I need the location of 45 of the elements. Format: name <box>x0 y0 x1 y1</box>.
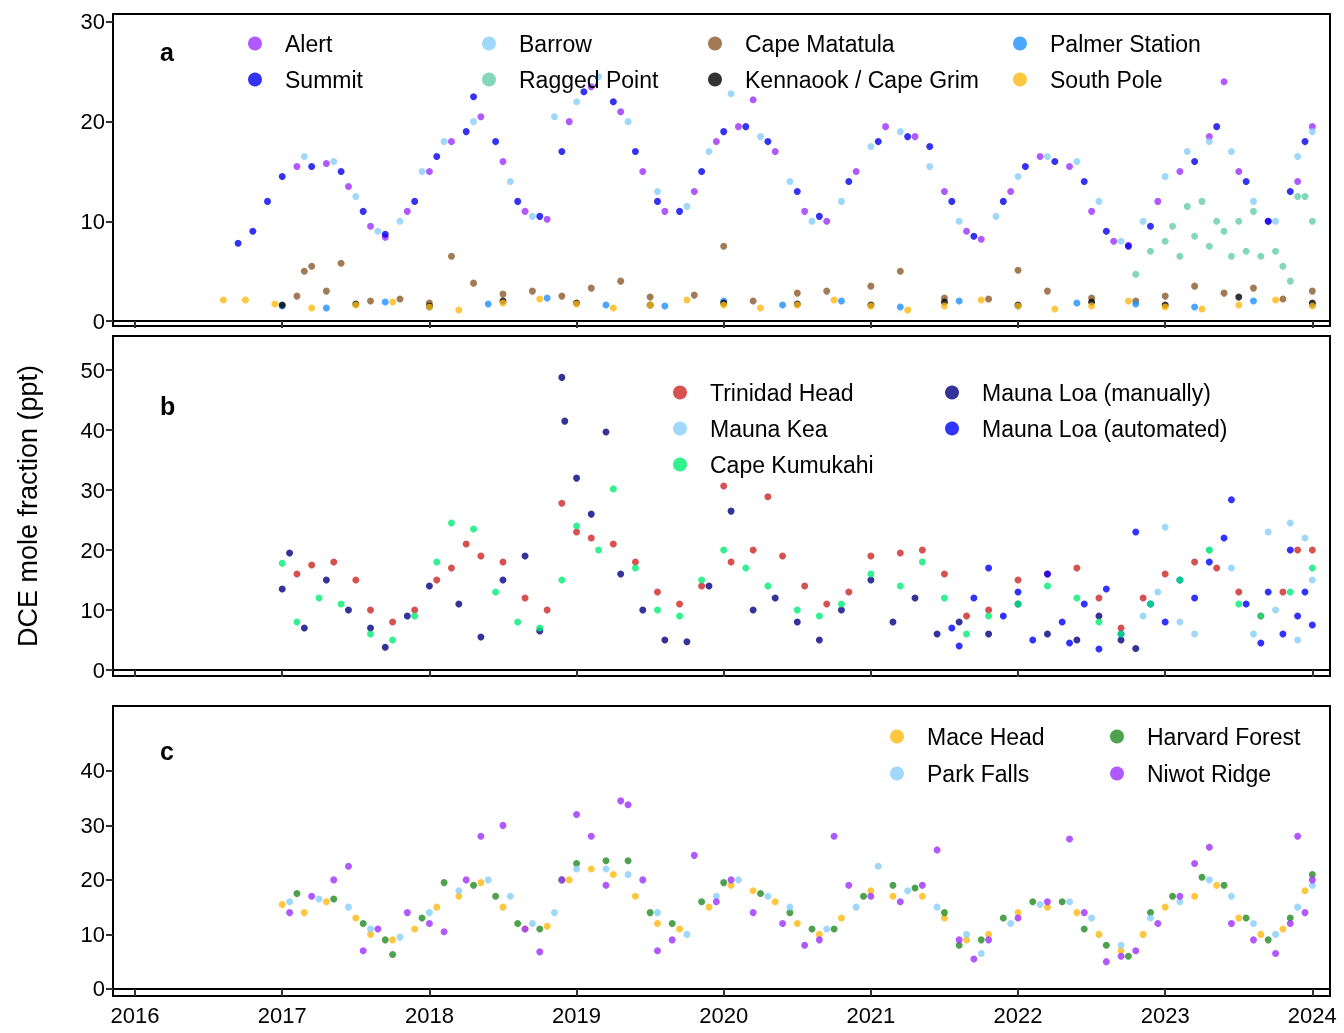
legend-label: Trinidad Head <box>710 379 854 406</box>
y-tick-label: 30 <box>80 477 105 503</box>
legend-label: Harvard Forest <box>1147 723 1301 750</box>
y-tick-label: 10 <box>80 921 105 947</box>
legend-label: Park Falls <box>927 760 1030 787</box>
x-tick-label: 2023 <box>1140 1002 1190 1028</box>
legend-label: Cape Kumukahi <box>710 451 874 478</box>
legend-label: Cape Matatula <box>745 30 895 57</box>
x-tick-label: 2017 <box>257 1002 307 1028</box>
legend-label: South Pole <box>1050 66 1163 93</box>
x-tick-label: 2024 <box>1287 1002 1337 1028</box>
legend-label: Niwot Ridge <box>1147 760 1271 787</box>
y-tick-label: 0 <box>92 657 105 683</box>
y-tick-label: 20 <box>80 109 105 135</box>
legend-label: Mauna Loa (manually) <box>982 379 1211 406</box>
x-tick-label: 2020 <box>699 1002 749 1028</box>
text: c <box>160 736 174 765</box>
y-tick-label: 30 <box>80 812 105 838</box>
legend-label: Mauna Kea <box>710 415 828 442</box>
legend-label: Ragged Point <box>519 66 659 93</box>
legend-label: Alert <box>285 30 333 57</box>
legend-label: Summit <box>285 66 364 93</box>
y-tick-label: 30 <box>80 9 105 35</box>
x-tick-label: 2016 <box>110 1002 160 1028</box>
y-tick-label: 10 <box>80 208 105 234</box>
y-tick-label: 50 <box>80 357 105 383</box>
legend-label: Barrow <box>519 30 593 57</box>
x-tick-label: 2022 <box>993 1002 1043 1028</box>
x-tick-label: 2019 <box>552 1002 602 1028</box>
y-tick-label: 10 <box>80 597 105 623</box>
x-tick-label: 2021 <box>846 1002 896 1028</box>
y-tick-label: 0 <box>92 308 105 334</box>
y-tick-label: 20 <box>80 867 105 893</box>
x-tick-label: 2018 <box>404 1002 454 1028</box>
legend-label: Kennaook / Cape Grim <box>745 66 979 93</box>
legend-label: Mace Head <box>927 723 1045 750</box>
text: b <box>160 391 176 420</box>
legend-label: Palmer Station <box>1050 30 1201 57</box>
y-tick-label: 20 <box>80 537 105 563</box>
y-tick-label: 40 <box>80 758 105 784</box>
y-axis-title: DCE mole fraction (ppt) <box>12 364 43 648</box>
text: a <box>160 37 175 66</box>
y-tick-label: 0 <box>92 976 105 1002</box>
legend-label: Mauna Loa (automated) <box>982 415 1228 442</box>
y-tick-label: 40 <box>80 417 105 443</box>
